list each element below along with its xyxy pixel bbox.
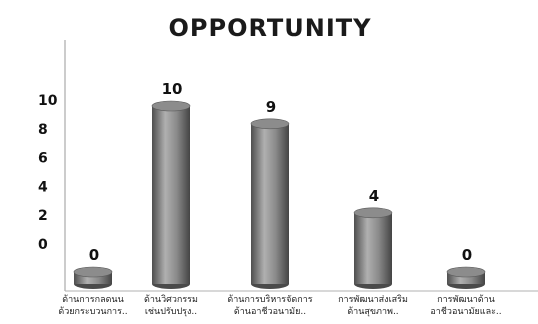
- bar-top: [151, 100, 191, 112]
- x-tick-label: ด้านวิศวกรรมเช่นปรับปรุง..: [144, 294, 198, 317]
- y-tick-label: 8: [38, 122, 48, 138]
- x-tick-label: การพัฒนาส่งเสริมด้านสุขภาพ..: [338, 294, 408, 317]
- bar-top: [353, 207, 393, 219]
- y-tick-label: 0: [38, 237, 48, 253]
- bars: [73, 100, 486, 289]
- bar-body: [354, 212, 392, 284]
- bar-top: [250, 118, 290, 130]
- data-label: 10: [162, 80, 183, 98]
- bar-body: [251, 123, 289, 284]
- data-label: 0: [462, 246, 472, 264]
- bar: [151, 100, 191, 289]
- y-tick-label: 2: [38, 208, 48, 224]
- data-label: 4: [369, 187, 379, 205]
- y-tick-label: 6: [38, 151, 48, 167]
- x-tick-label: ด้านการบริหารจัดการด้านอาชีวอนามัย..: [227, 294, 312, 317]
- bar: [250, 118, 290, 289]
- bar: [73, 266, 113, 289]
- bar: [446, 266, 486, 289]
- bar-top: [73, 266, 113, 278]
- x-tick-label: การพัฒนาด้านอาชีวอนามัยและ..: [430, 294, 501, 317]
- y-tick-label: 4: [38, 179, 48, 195]
- y-tick-label: 10: [38, 93, 58, 109]
- y-tick-labels: 0 2 4 6 8 10: [38, 93, 58, 253]
- data-label: 0: [89, 246, 99, 264]
- bar: [353, 207, 393, 289]
- chart-title: OPPORTUNITY: [168, 14, 371, 42]
- bar-body: [152, 106, 190, 284]
- data-label: 9: [266, 98, 276, 116]
- data-labels: 0 10 9 4 0: [89, 80, 472, 264]
- x-tick-labels: ด้านการกลดนนด้วยกระบวนการ.. ด้านวิศวกรรมเ…: [58, 294, 501, 317]
- x-tick-label: ด้านการกลดนนด้วยกระบวนการ..: [58, 294, 127, 317]
- bar-top: [446, 266, 486, 278]
